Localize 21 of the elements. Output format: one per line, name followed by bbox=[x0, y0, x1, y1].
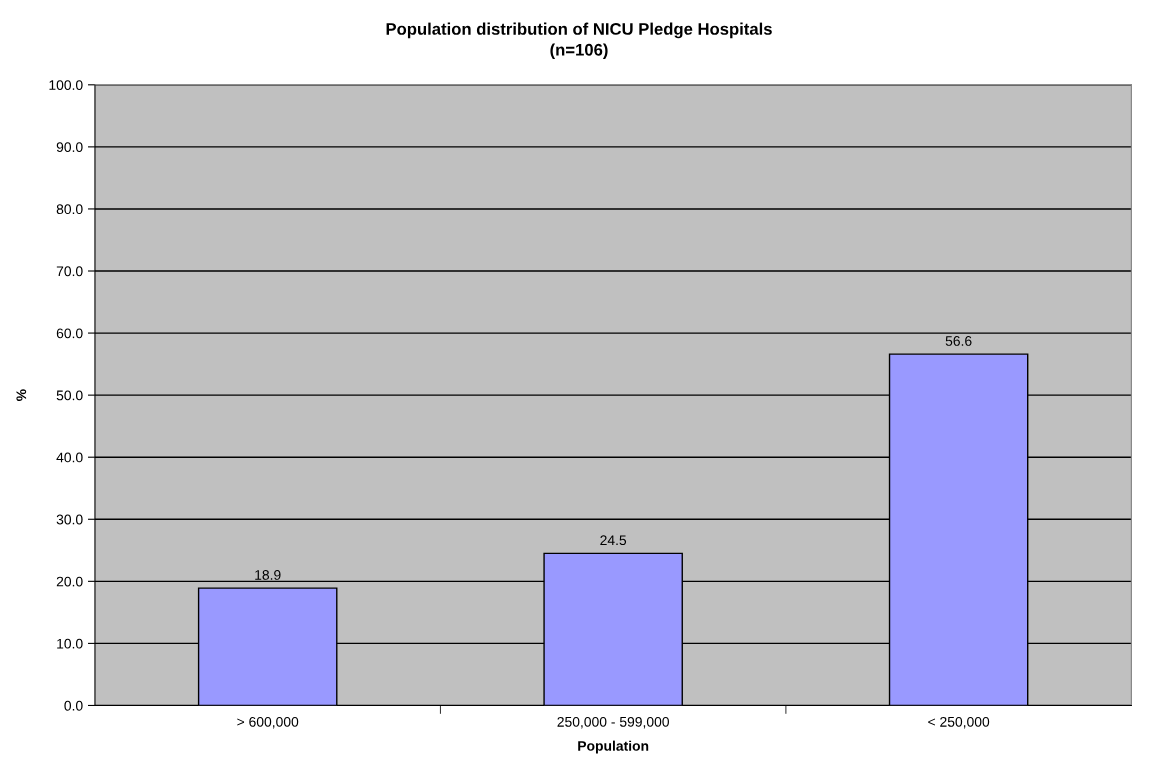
x-tick-label: 250,000 - 599,000 bbox=[557, 716, 669, 729]
chart-title: Population distribution of NICU Pledge Hospitals bbox=[386, 22, 772, 39]
y-tick-label: 10.0 bbox=[57, 638, 83, 649]
y-tick-label: 20.0 bbox=[56, 576, 83, 587]
y-tick-label: 40.0 bbox=[56, 452, 83, 463]
y-tick-label: 60.0 bbox=[56, 328, 83, 339]
y-tick-label: 50.0 bbox=[56, 390, 83, 401]
x-axis-title: Population bbox=[578, 740, 649, 754]
x-tick-label: < 250,000 bbox=[928, 716, 990, 729]
y-tick-label: 30.0 bbox=[56, 514, 83, 525]
y-tick-label: 100.0 bbox=[49, 80, 83, 90]
data-label: 18.9 bbox=[255, 570, 281, 580]
y-axis-title: % bbox=[16, 389, 27, 401]
data-label: 24.5 bbox=[600, 535, 627, 546]
y-tick-label: 80.0 bbox=[56, 204, 83, 215]
y-tick-label: 0.0 bbox=[64, 700, 83, 711]
data-label: 56.6 bbox=[945, 336, 972, 346]
x-tick-label: > 600,000 bbox=[237, 716, 299, 729]
chart-subtitle: (n=106) bbox=[550, 43, 608, 59]
y-tick-label: 70.0 bbox=[56, 266, 83, 277]
y-tick-label: 90.0 bbox=[56, 142, 83, 153]
